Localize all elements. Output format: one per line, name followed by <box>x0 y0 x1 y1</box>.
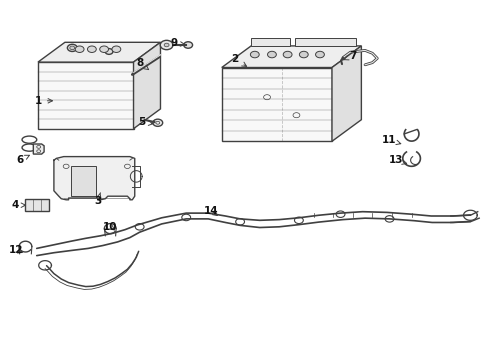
Circle shape <box>88 46 96 53</box>
Circle shape <box>112 46 121 53</box>
Circle shape <box>67 44 77 51</box>
FancyBboxPatch shape <box>25 199 49 211</box>
Circle shape <box>184 42 193 48</box>
Circle shape <box>294 217 303 224</box>
Polygon shape <box>38 62 133 129</box>
Text: 10: 10 <box>103 222 118 232</box>
Text: 5: 5 <box>139 117 153 127</box>
Circle shape <box>385 216 394 222</box>
Polygon shape <box>33 144 44 154</box>
Circle shape <box>164 43 169 47</box>
Polygon shape <box>295 38 357 46</box>
Circle shape <box>135 224 144 230</box>
Text: 11: 11 <box>382 135 401 145</box>
Text: 3: 3 <box>95 193 101 206</box>
Circle shape <box>316 51 324 58</box>
Circle shape <box>105 49 113 54</box>
Polygon shape <box>71 166 96 196</box>
Circle shape <box>182 214 191 221</box>
Polygon shape <box>133 42 160 129</box>
Polygon shape <box>54 157 135 200</box>
Text: 14: 14 <box>203 206 218 216</box>
Circle shape <box>283 51 292 58</box>
Circle shape <box>70 46 74 50</box>
Circle shape <box>250 51 259 58</box>
Circle shape <box>236 219 245 225</box>
Text: 7: 7 <box>343 51 357 61</box>
Circle shape <box>299 51 308 58</box>
Polygon shape <box>221 68 332 141</box>
Circle shape <box>153 119 163 126</box>
Text: 12: 12 <box>9 245 24 255</box>
Polygon shape <box>38 42 160 62</box>
Circle shape <box>336 211 345 217</box>
Polygon shape <box>332 46 362 141</box>
Circle shape <box>75 46 84 53</box>
Text: 8: 8 <box>136 58 148 69</box>
Circle shape <box>268 51 276 58</box>
Text: 1: 1 <box>35 96 52 106</box>
Text: 6: 6 <box>16 155 29 165</box>
Polygon shape <box>221 46 362 68</box>
Circle shape <box>160 40 173 50</box>
Text: 2: 2 <box>232 54 246 66</box>
Text: 9: 9 <box>171 38 185 48</box>
Text: 4: 4 <box>11 200 25 210</box>
Circle shape <box>100 46 109 53</box>
Polygon shape <box>251 38 290 46</box>
Text: 13: 13 <box>389 155 407 165</box>
